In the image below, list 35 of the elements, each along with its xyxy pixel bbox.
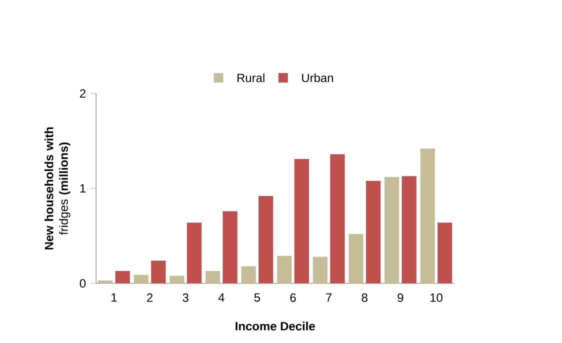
bar bbox=[258, 196, 274, 284]
bar bbox=[312, 256, 328, 284]
bar bbox=[402, 176, 416, 284]
x-tick-label: 3 bbox=[182, 293, 188, 302]
bar bbox=[384, 177, 400, 284]
x-tick-label: 6 bbox=[290, 293, 296, 302]
bar bbox=[222, 211, 238, 284]
bar bbox=[241, 266, 256, 284]
bar bbox=[151, 260, 166, 284]
bar bbox=[115, 271, 130, 284]
bar bbox=[330, 154, 345, 284]
y-tick-label: 2 bbox=[80, 89, 86, 98]
x-tick-label: 4 bbox=[218, 293, 224, 302]
bar bbox=[294, 158, 309, 284]
bar bbox=[420, 148, 435, 284]
x-tick-label: 10 bbox=[430, 293, 442, 302]
bar bbox=[438, 222, 452, 284]
legend-label: Rural bbox=[238, 73, 264, 82]
bar bbox=[348, 234, 364, 284]
bar bbox=[205, 271, 220, 284]
bar bbox=[170, 276, 184, 284]
x-tick-label: 9 bbox=[398, 293, 404, 302]
bar bbox=[186, 222, 202, 284]
legend-label: Urban bbox=[302, 73, 333, 82]
x-tick-label: 2 bbox=[147, 293, 153, 302]
y-tick-label: 0 bbox=[80, 279, 86, 288]
x-tick-label: 1 bbox=[112, 293, 117, 302]
x-tick-label: 8 bbox=[362, 293, 368, 302]
x-tick-label: 5 bbox=[254, 293, 260, 302]
x-tick-label: 7 bbox=[326, 293, 332, 302]
bar bbox=[277, 256, 292, 284]
y-tick-label: 1 bbox=[80, 184, 86, 193]
bar bbox=[366, 180, 381, 284]
bar bbox=[134, 274, 148, 284]
x-axis-title: Income Decile bbox=[236, 322, 315, 330]
